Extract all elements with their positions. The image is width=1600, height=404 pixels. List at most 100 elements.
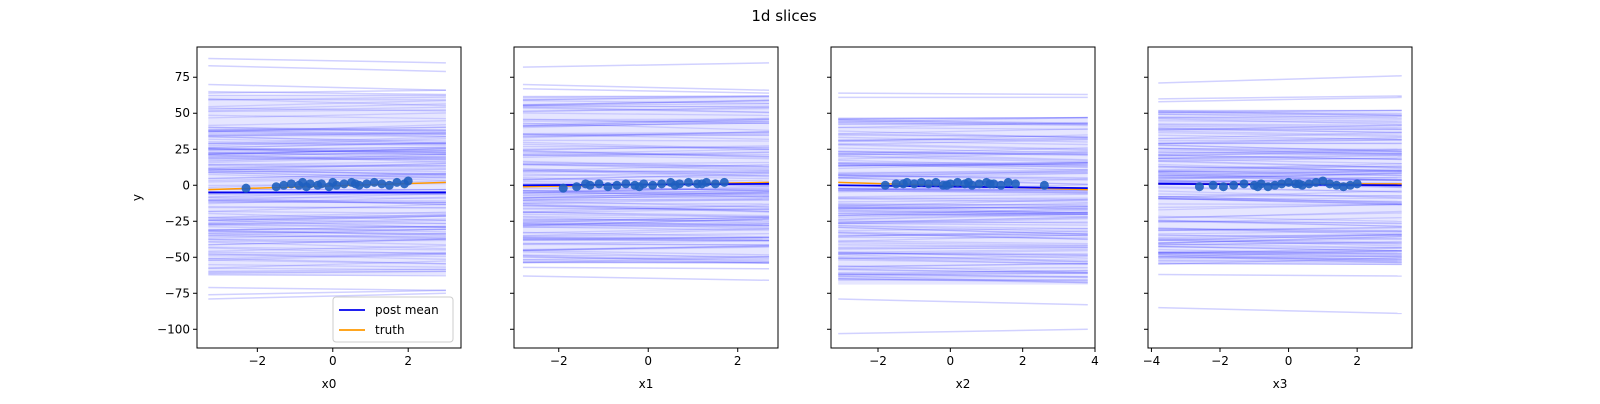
data-point — [635, 182, 644, 191]
x-tick-label: −4 — [1143, 354, 1161, 368]
x-tick-label: −2 — [869, 354, 887, 368]
data-point — [1229, 181, 1238, 190]
posterior-sample-line — [523, 237, 769, 238]
plot-area — [208, 59, 446, 300]
posterior-sample-line — [208, 66, 446, 72]
posterior-sample-line — [523, 223, 769, 224]
legend: post mean truth — [333, 297, 453, 342]
data-point — [671, 181, 680, 190]
posterior-sample-line — [523, 276, 769, 280]
posterior-sample-line — [208, 288, 446, 291]
subplot-x1: −2 0 2 x1 — [510, 47, 778, 391]
posterior-sample-line — [523, 134, 769, 135]
posterior-sample-line — [523, 200, 769, 201]
data-point — [581, 179, 590, 188]
plot-area — [523, 63, 769, 280]
data-point — [657, 179, 666, 188]
y-tick-label: 25 — [175, 142, 190, 156]
data-point — [279, 181, 288, 190]
posterior-sample-line — [1158, 264, 1401, 265]
y-tick-label: −100 — [157, 322, 190, 336]
posterior-sample-line — [838, 93, 1088, 94]
plot-area — [1158, 76, 1401, 314]
data-point — [370, 178, 379, 187]
posterior-sample-line — [523, 63, 769, 67]
y-tick-label: −75 — [165, 286, 190, 300]
data-point — [1353, 179, 1362, 188]
posterior-sample-line — [1158, 275, 1401, 276]
x-axis-label: x1 — [639, 377, 654, 391]
data-point — [899, 179, 908, 188]
data-point — [711, 179, 720, 188]
x-tick-label: 0 — [329, 354, 337, 368]
y-tick-label: −25 — [165, 214, 190, 228]
posterior-sample-line — [1158, 76, 1401, 83]
posterior-sample-line — [523, 140, 769, 141]
data-point — [942, 181, 951, 190]
data-point — [1040, 181, 1049, 190]
data-point — [351, 179, 360, 188]
y-tick-label: 0 — [182, 178, 190, 192]
y-tick-label: 50 — [175, 106, 190, 120]
posterior-sample-line — [208, 169, 446, 170]
posterior-sample-line — [1158, 308, 1401, 314]
data-point — [362, 179, 371, 188]
posterior-sample-line — [838, 299, 1088, 305]
data-point — [621, 179, 630, 188]
x-tick-label: −2 — [248, 354, 266, 368]
x-tick-label: −2 — [1211, 354, 1229, 368]
legend-label: post mean — [375, 303, 439, 317]
data-point — [242, 184, 251, 193]
data-point — [648, 181, 657, 190]
posterior-sample-line — [208, 59, 446, 63]
legend-label: truth — [375, 323, 405, 337]
data-point — [603, 182, 612, 191]
x-tick-label: 4 — [1091, 354, 1099, 368]
data-point — [697, 179, 706, 188]
data-point — [272, 182, 281, 191]
data-point — [377, 179, 386, 188]
x-tick-label: 2 — [404, 354, 412, 368]
posterior-sample-line — [208, 84, 446, 90]
x-tick-label: 2 — [1019, 354, 1027, 368]
data-point — [1209, 181, 1218, 190]
data-point — [328, 178, 337, 187]
y-tick-label: 75 — [175, 70, 190, 84]
x-tick-label: 0 — [1285, 354, 1293, 368]
posterior-sample-line — [1158, 260, 1401, 261]
data-point — [340, 179, 349, 188]
posterior-sample-line — [838, 248, 1088, 249]
x-tick-label: −2 — [550, 354, 568, 368]
data-point — [404, 176, 413, 185]
x-axis-label: x3 — [1273, 377, 1288, 391]
plot-area — [838, 93, 1088, 334]
data-point — [559, 184, 568, 193]
data-point — [1011, 179, 1020, 188]
data-point — [572, 182, 581, 191]
data-point — [1253, 182, 1262, 191]
y-axis-label: y — [130, 194, 144, 201]
x-tick-label: 0 — [644, 354, 652, 368]
data-point — [720, 178, 729, 187]
x-tick-label: 2 — [734, 354, 742, 368]
figure-title: 1d slices — [751, 7, 816, 25]
posterior-sample-line — [838, 172, 1088, 173]
data-point — [392, 178, 401, 187]
x-axis-label: x0 — [322, 377, 337, 391]
posterior-sample-line — [1158, 198, 1401, 199]
posterior-sample-line — [838, 329, 1088, 333]
posterior-sample-line — [838, 162, 1088, 163]
data-point — [881, 181, 890, 190]
x-tick-label: 2 — [1353, 354, 1361, 368]
data-point — [612, 181, 621, 190]
subplot-x3: −4 −2 0 2 x3 — [1143, 47, 1412, 391]
posterior-sample-line — [523, 267, 769, 268]
data-point — [986, 179, 995, 188]
data-point — [1240, 179, 1249, 188]
data-point — [287, 179, 296, 188]
data-point — [964, 178, 973, 187]
